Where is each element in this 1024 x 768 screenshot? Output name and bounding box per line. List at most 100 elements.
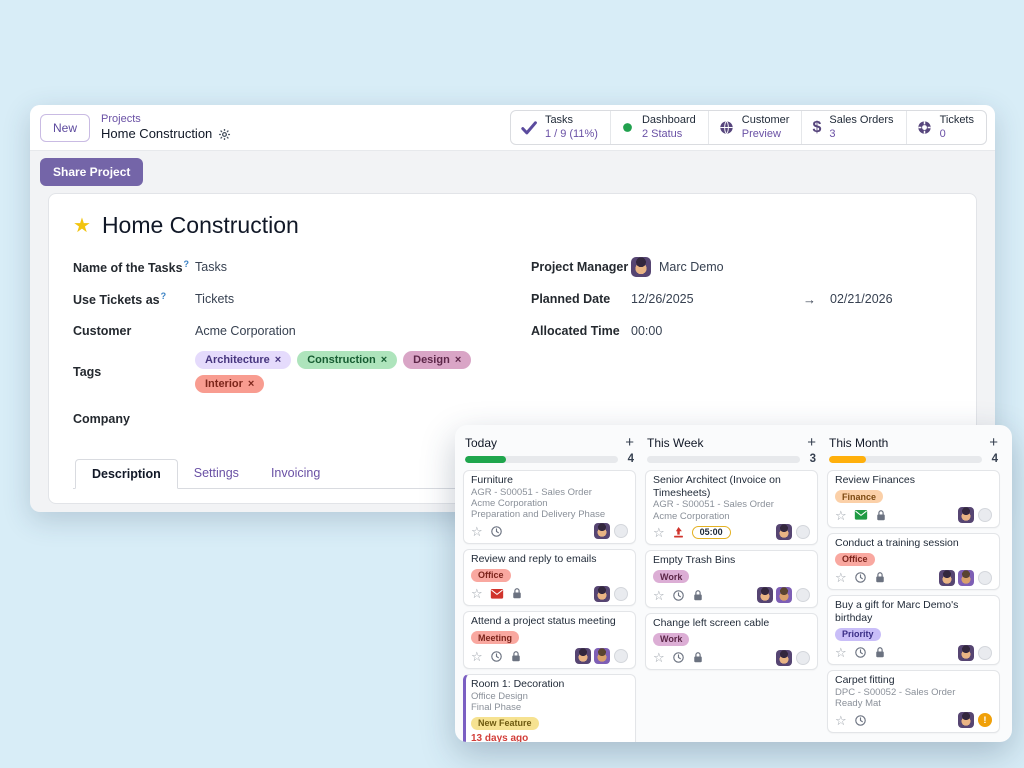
- add-card-button[interactable]: +: [807, 434, 816, 451]
- stat-value: 0: [939, 127, 946, 140]
- tag-interior[interactable]: Interior ×: [195, 375, 265, 393]
- tab-settings[interactable]: Settings: [193, 466, 239, 480]
- star-icon[interactable]: ☆: [835, 645, 847, 661]
- name-of-tasks-input[interactable]: Tasks: [195, 260, 227, 274]
- avatar: [958, 569, 974, 586]
- kanban-column-today: Today + 4 Furniture AGR - S00051 - Sales…: [463, 433, 636, 742]
- add-card-button[interactable]: +: [989, 434, 998, 451]
- clock-icon[interactable]: [490, 650, 503, 663]
- star-icon[interactable]: ☆: [471, 648, 483, 664]
- star-icon[interactable]: ☆: [471, 523, 483, 539]
- project-title[interactable]: Home Construction: [101, 212, 299, 238]
- kanban-card[interactable]: Review Finances Finance ☆: [827, 470, 1000, 528]
- star-icon[interactable]: ☆: [835, 712, 847, 728]
- column-progressbar[interactable]: [465, 455, 618, 463]
- breadcrumb-current: Home Construction: [101, 126, 213, 142]
- kanban-state-icon[interactable]: [796, 588, 810, 603]
- favorite-star-icon[interactable]: ★: [73, 214, 91, 237]
- stat-button-customer[interactable]: Customer Preview: [707, 110, 802, 145]
- use-tickets-as-input[interactable]: Tickets: [195, 292, 235, 306]
- share-project-button[interactable]: Share Project: [40, 158, 144, 186]
- kanban-state-icon[interactable]: [796, 650, 810, 665]
- avatar: [939, 569, 955, 586]
- breadcrumb: Projects Home Construction: [101, 113, 231, 142]
- stat-button-dashboard[interactable]: Dashboard 2 Status: [609, 110, 708, 145]
- remove-tag-icon[interactable]: ×: [274, 354, 282, 366]
- kanban-state-icon[interactable]: [796, 525, 810, 540]
- kanban-card[interactable]: Attend a project status meeting Meeting …: [463, 611, 636, 669]
- column-progressbar[interactable]: [647, 455, 800, 463]
- clock-icon[interactable]: [490, 525, 503, 538]
- clock-icon[interactable]: [854, 646, 867, 659]
- kanban-state-icon[interactable]: [978, 570, 992, 585]
- tag-construction[interactable]: Construction ×: [297, 351, 398, 369]
- star-icon[interactable]: ☆: [471, 586, 483, 602]
- clock-icon[interactable]: [672, 651, 685, 664]
- customer-input[interactable]: Acme Corporation: [195, 324, 296, 338]
- kanban-card[interactable]: Review and reply to emails Office ☆: [463, 548, 636, 607]
- planned-date-start-input[interactable]: 12/26/2025: [631, 292, 694, 306]
- planned-date-end-input[interactable]: 02/21/2026: [830, 292, 893, 306]
- kanban-card[interactable]: Change left screen cable Work ☆: [645, 612, 818, 671]
- kanban-state-icon[interactable]: [614, 586, 628, 601]
- avatar: [575, 648, 591, 665]
- breadcrumb-projects-link[interactable]: Projects: [101, 113, 141, 126]
- kanban-card[interactable]: Room 1: Decoration Office Design Final P…: [463, 673, 636, 742]
- remove-tag-icon[interactable]: ×: [247, 378, 255, 390]
- stat-button-sales-orders[interactable]: $ Sales Orders 3: [801, 110, 905, 145]
- remove-tag-icon[interactable]: ×: [380, 354, 388, 366]
- kanban-card[interactable]: Empty Trash Bins Work ☆: [645, 549, 818, 608]
- kanban-card[interactable]: Conduct a training session Office ☆: [827, 532, 1000, 591]
- star-icon[interactable]: ☆: [653, 587, 665, 603]
- help-icon[interactable]: ?: [160, 290, 167, 301]
- column-count: 4: [991, 453, 998, 465]
- kanban-card[interactable]: Senior Architect (Invoice on Timesheets)…: [645, 470, 818, 545]
- avatar: [594, 523, 610, 540]
- star-icon[interactable]: ☆: [653, 524, 665, 540]
- tag-design[interactable]: Design ×: [403, 351, 472, 369]
- tab-invoicing[interactable]: Invoicing: [270, 466, 321, 480]
- kanban-state-icon[interactable]: [614, 524, 628, 539]
- kanban-column-this-month: This Month + 4 Review Finances Finance ☆…: [827, 433, 1000, 734]
- column-title: This Month: [829, 435, 889, 450]
- stat-button-tasks[interactable]: Tasks 1 / 9 (11%): [511, 111, 610, 145]
- kanban-card[interactable]: Furniture AGR - S00051 - Sales Order Acm…: [463, 470, 636, 544]
- gear-icon[interactable]: [218, 128, 231, 141]
- star-icon[interactable]: ☆: [653, 650, 665, 666]
- tag-work: Work: [653, 632, 690, 646]
- star-icon[interactable]: ☆: [835, 570, 847, 586]
- project-manager-input[interactable]: Marc Demo: [659, 260, 724, 274]
- kanban-state-icon[interactable]: [614, 649, 628, 664]
- tag-office: Office: [835, 552, 875, 566]
- clock-icon[interactable]: [854, 571, 867, 584]
- field-project-manager: Project Manager Marc Demo: [531, 255, 952, 279]
- avatar: [776, 524, 792, 541]
- stat-button-tickets[interactable]: Tickets 0: [905, 110, 986, 145]
- tab-description[interactable]: Description: [75, 459, 178, 489]
- avatar: [776, 649, 792, 666]
- lock-icon: [510, 650, 522, 663]
- arrow-right-icon: →: [803, 291, 816, 307]
- kanban-card[interactable]: Buy a gift for Marc Demo's birthday Prio…: [827, 595, 1000, 666]
- kanban-card[interactable]: Carpet fitting DPC - S00052 - Sales Orde…: [827, 670, 1000, 733]
- avatar: [958, 507, 974, 524]
- clock-icon[interactable]: [854, 714, 867, 727]
- allocated-time-input[interactable]: 00:00: [631, 324, 663, 338]
- envelope-icon[interactable]: [854, 509, 868, 521]
- envelope-icon[interactable]: [490, 588, 504, 600]
- add-card-button[interactable]: +: [625, 434, 634, 451]
- help-icon[interactable]: ?: [183, 258, 190, 269]
- upload-icon[interactable]: [672, 526, 685, 539]
- warning-state-icon[interactable]: !: [978, 713, 992, 728]
- star-icon[interactable]: ☆: [835, 507, 847, 523]
- kanban-state-icon[interactable]: [978, 508, 992, 523]
- avatar: [958, 712, 974, 729]
- tag-meeting: Meeting: [471, 631, 520, 645]
- clock-icon[interactable]: [672, 589, 685, 602]
- remove-tag-icon[interactable]: ×: [454, 354, 462, 366]
- column-progressbar[interactable]: [829, 455, 982, 463]
- tag-work: Work: [653, 570, 690, 584]
- tag-architecture[interactable]: Architecture ×: [195, 351, 292, 369]
- new-button[interactable]: New: [40, 113, 91, 142]
- kanban-state-icon[interactable]: [978, 645, 992, 660]
